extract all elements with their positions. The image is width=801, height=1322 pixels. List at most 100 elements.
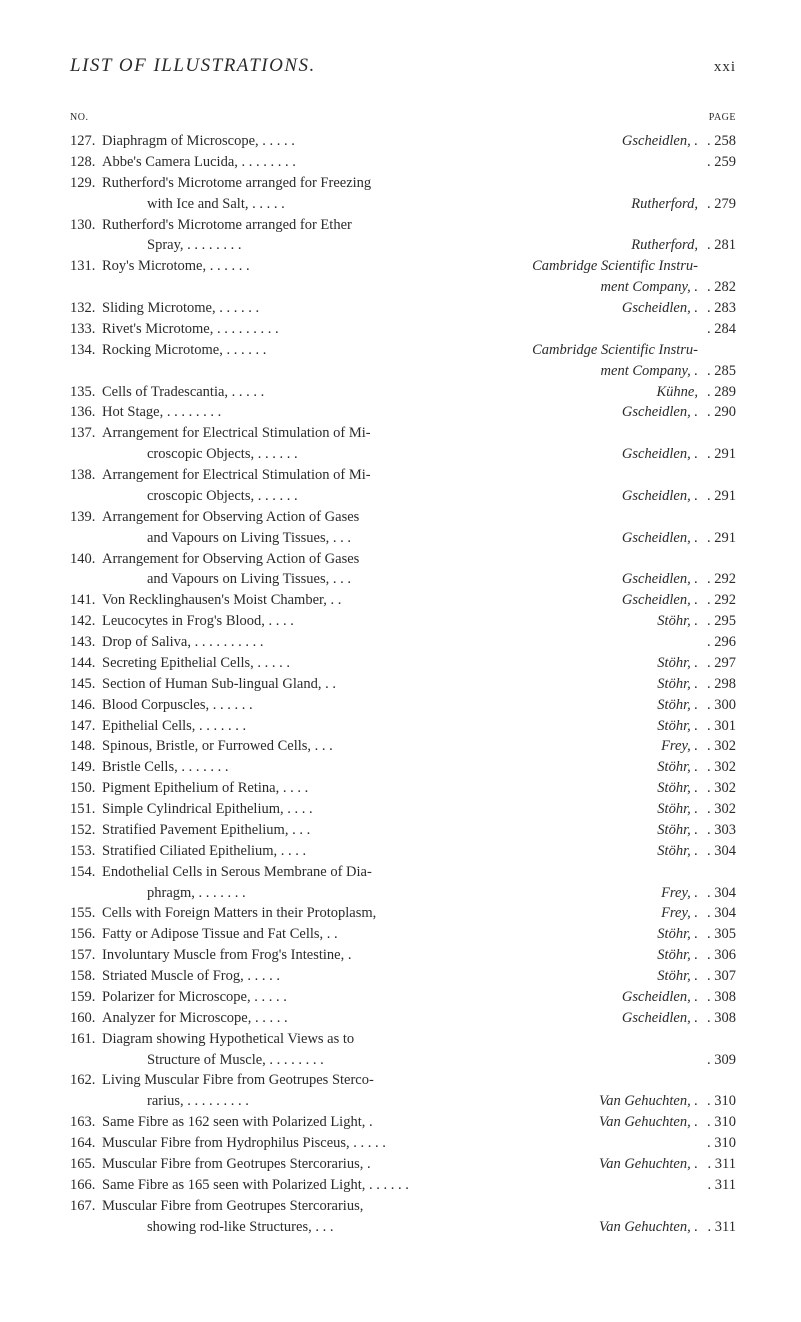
entry-row: 148.Spinous, Bristle, or Furrowed Cells,… — [70, 736, 736, 757]
entry-line: Blood Corpuscles, . . . . . .Stöhr, .. 3… — [102, 695, 736, 716]
entry-source: Van Gehuchten, . — [599, 1217, 698, 1238]
entry-row: 128.Abbe's Camera Lucida, . . . . . . . … — [70, 152, 736, 173]
entry-number: 161. — [70, 1029, 102, 1050]
entry-source: Stöhr, . — [657, 799, 698, 820]
entry-row: 130.Rutherford's Microtome arranged for … — [70, 215, 736, 257]
entry-row: 133.Rivet's Microtome, . . . . . . . . .… — [70, 319, 736, 340]
entry-source: Cambridge Scientific Instru- — [532, 340, 698, 361]
entry-number: 137. — [70, 423, 102, 444]
entry-row: 147.Epithelial Cells, . . . . . . .Stöhr… — [70, 716, 736, 737]
entry-source: Gscheidlen, . — [622, 402, 698, 423]
entry-text: Rivet's Microtome, . . . . . . . . .. 28… — [102, 319, 736, 340]
entry-description: Striated Muscle of Frog, . . . . . — [102, 966, 280, 987]
entry-page: . 289 — [698, 382, 736, 403]
entry-description: Cells with Foreign Matters in their Prot… — [102, 903, 376, 924]
entry-line: Rutherford's Microtome arranged for Free… — [102, 173, 736, 194]
entry-description: Sliding Microtome, . . . . . . — [102, 298, 259, 319]
entry-line: Diaphragm of Microscope, . . . . .Gschei… — [102, 131, 736, 152]
entry-number: 135. — [70, 382, 102, 403]
entry-text: Stratified Ciliated Epithelium, . . . .S… — [102, 841, 736, 862]
entry-text: Rocking Microtome, . . . . . .Cambridge … — [102, 340, 736, 382]
entry-number: 165. — [70, 1154, 102, 1175]
entry-page: . 290 — [698, 402, 736, 423]
entry-description: Epithelial Cells, . . . . . . . — [102, 716, 246, 737]
entry-row: 160.Analyzer for Microscope, . . . . .Gs… — [70, 1008, 736, 1029]
entry-number: 132. — [70, 298, 102, 319]
entry-row: 139.Arrangement for Observing Action of … — [70, 507, 736, 549]
entry-number: 128. — [70, 152, 102, 173]
entry-description: Von Recklinghausen's Moist Chamber, . . — [102, 590, 341, 611]
entry-page: . 304 — [698, 883, 736, 904]
entry-row: 150.Pigment Epithelium of Retina, . . . … — [70, 778, 736, 799]
entry-line: Hot Stage, . . . . . . . .Gscheidlen, ..… — [102, 402, 736, 423]
entry-description: Spinous, Bristle, or Furrowed Cells, . .… — [102, 736, 333, 757]
entry-page: . 303 — [698, 820, 736, 841]
entry-line: Rivet's Microtome, . . . . . . . . .. 28… — [102, 319, 736, 340]
entry-number: 136. — [70, 402, 102, 423]
entry-source: ment Company, . — [601, 277, 698, 298]
entry-line: croscopic Objects, . . . . . . Gscheidlen… — [102, 486, 736, 507]
entry-page: . 306 — [698, 945, 736, 966]
entry-row: 141.Von Recklinghausen's Moist Chamber, … — [70, 590, 736, 611]
entry-source: Cambridge Scientific Instru- — [532, 256, 698, 277]
entry-number: 129. — [70, 173, 102, 194]
entry-page: . 304 — [698, 841, 736, 862]
entry-line: Structure of Muscle, . . . . . . . .. 30… — [102, 1050, 736, 1071]
entry-number: 148. — [70, 736, 102, 757]
entry-text: Section of Human Sub-lingual Gland, . .S… — [102, 674, 736, 695]
entry-page: . 296 — [698, 632, 736, 653]
entry-row: 166.Same Fibre as 165 seen with Polarize… — [70, 1175, 736, 1196]
entry-number: 146. — [70, 695, 102, 716]
entry-source: Gscheidlen, . — [622, 486, 698, 507]
entry-row: 144.Secreting Epithelial Cells, . . . . … — [70, 653, 736, 674]
entry-number: 149. — [70, 757, 102, 778]
entry-source: Stöhr, . — [657, 778, 698, 799]
entry-description: Muscular Fibre from Hydrophilus Pisceus,… — [102, 1133, 386, 1154]
entry-text: Bristle Cells, . . . . . . .Stöhr, .. 30… — [102, 757, 736, 778]
entry-description: with Ice and Salt, . . . . . — [102, 194, 285, 215]
entry-page: . 291 — [698, 486, 736, 507]
entry-text: Muscular Fibre from Geotrupes Stercorari… — [102, 1154, 736, 1175]
entry-page: . 311 — [698, 1175, 736, 1196]
entry-description: Roy's Microtome, . . . . . . — [102, 256, 250, 277]
entry-line: Endothelial Cells in Serous Membrane of … — [102, 862, 736, 883]
entry-line: Polarizer for Microscope, . . . . .Gsche… — [102, 987, 736, 1008]
entry-description: and Vapours on Living Tissues, . . . — [102, 528, 351, 549]
entry-number: 159. — [70, 987, 102, 1008]
entry-text: Living Muscular Fibre from Geotrupes Ste… — [102, 1070, 736, 1112]
entry-number: 166. — [70, 1175, 102, 1196]
entry-line: Arrangement for Electrical Stimulation o… — [102, 423, 736, 444]
entry-source: Gscheidlen, . — [622, 1008, 698, 1029]
entry-description: Involuntary Muscle from Frog's Intestine… — [102, 945, 351, 966]
entry-description: Abbe's Camera Lucida, . . . . . . . . — [102, 152, 296, 173]
entry-row: 149.Bristle Cells, . . . . . . .Stöhr, .… — [70, 757, 736, 778]
entry-number: 130. — [70, 215, 102, 236]
entry-description: croscopic Objects, . . . . . . — [102, 486, 298, 507]
entry-line: Muscular Fibre from Geotrupes Stercorari… — [102, 1196, 736, 1217]
entry-source: Stöhr, . — [657, 757, 698, 778]
entry-text: Cells of Tradescantia, . . . . .Kühne,. … — [102, 382, 736, 403]
entry-number: 144. — [70, 653, 102, 674]
entry-description: Arrangement for Observing Action of Gase… — [102, 549, 359, 570]
entry-number: 162. — [70, 1070, 102, 1091]
entry-text: Endothelial Cells in Serous Membrane of … — [102, 862, 736, 904]
entry-source: Stöhr, . — [657, 945, 698, 966]
entry-description: Simple Cylindrical Epithelium, . . . . — [102, 799, 313, 820]
entry-description: Rutherford's Microtome arranged for Ethe… — [102, 215, 352, 236]
entry-page: . 292 — [698, 590, 736, 611]
entry-number: 133. — [70, 319, 102, 340]
entry-row: 131.Roy's Microtome, . . . . . .Cambridg… — [70, 256, 736, 298]
entry-description: Structure of Muscle, . . . . . . . . — [102, 1050, 324, 1071]
entry-description: Analyzer for Microscope, . . . . . — [102, 1008, 288, 1029]
entry-page: . 291 — [698, 528, 736, 549]
entry-page: . 292 — [698, 569, 736, 590]
entry-line: with Ice and Salt, . . . . .Rutherford,.… — [102, 194, 736, 215]
entry-source: Stöhr, . — [657, 924, 698, 945]
entry-row: 137.Arrangement for Electrical Stimulati… — [70, 423, 736, 465]
entry-row: 129.Rutherford's Microtome arranged for … — [70, 173, 736, 215]
entry-description: showing rod-like Structures, . . . — [102, 1217, 333, 1238]
entry-row: 134.Rocking Microtome, . . . . . .Cambri… — [70, 340, 736, 382]
entry-line: Abbe's Camera Lucida, . . . . . . . .. 2… — [102, 152, 736, 173]
entry-line: Rutherford's Microtome arranged for Ethe… — [102, 215, 736, 236]
entry-line: Pigment Epithelium of Retina, . . . .Stö… — [102, 778, 736, 799]
